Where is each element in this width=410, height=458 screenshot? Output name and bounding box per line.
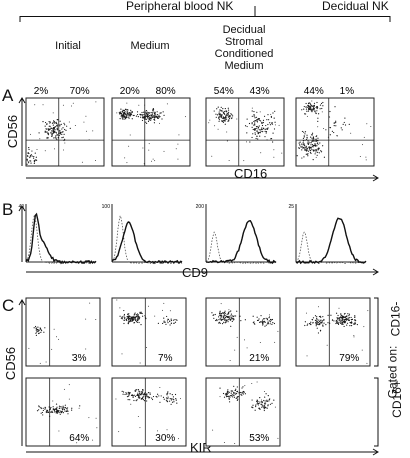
col-header-medium: Medium: [130, 40, 170, 52]
panel-c-row2-plot-0: [25, 377, 101, 447]
panel-a-dots-3: [296, 100, 372, 161]
panel-c-row2-pct-2: 53%: [249, 433, 269, 444]
panel-b-control-curve-1: [111, 214, 183, 265]
panel-b-control-curve-2: [205, 231, 277, 264]
panel-label-a: A: [2, 86, 14, 105]
group-label-peripheral: Peripheral blood NK: [126, 0, 234, 13]
panel-c-row2-pct-1: 30%: [155, 433, 175, 444]
panel-label-c: C: [2, 296, 15, 315]
panel-a-dots-1: [116, 102, 186, 165]
panel-c-row2-plot-1: [111, 377, 187, 447]
panel-b-sample-curve-1: [111, 221, 183, 265]
panel-c-row1-pct-0: 3%: [72, 353, 87, 364]
panel-c-row1-pct-3: 79%: [339, 353, 359, 364]
panel-a-dots-2: [208, 106, 283, 162]
panel-a-plot-1: [111, 97, 191, 167]
panel-label-b: B: [2, 200, 14, 219]
panel-b-sample-curve-3: [295, 217, 367, 265]
panel-a-pct-right-3: 1%: [340, 86, 355, 97]
panel-a-pct-left-0: 2%: [34, 86, 49, 97]
panel-c-row1-dots-0: [28, 302, 97, 364]
panel-c-row1-plot-0: [25, 297, 101, 367]
panel-c-row2-pct-0: 64%: [69, 433, 89, 444]
panel-c-row1-plot-3: [295, 297, 371, 367]
panel-a-pct-right-2: 43%: [250, 86, 270, 97]
panel-b-ytick-3: 25: [288, 204, 294, 210]
panel-c-row1-dots-3: [304, 306, 369, 364]
panel-b-ytick-2: 200: [196, 204, 205, 210]
panel-a-dots-0: [26, 101, 97, 165]
panel-c-row2-plot-2: [205, 377, 281, 447]
panel-c-row2-dots-1: [115, 387, 181, 440]
panel-b-sample-curve-2: [205, 220, 277, 265]
panel-a-pct-left-2: 54%: [214, 86, 234, 97]
panel-c-row1-pct-1: 7%: [158, 353, 173, 364]
col-header-dscm: Decidual Stromal Conditioned Medium: [214, 24, 274, 72]
panel-c-row1-plot-2: [205, 297, 281, 367]
panel-a-pct-left-3: 44%: [304, 86, 324, 97]
panel-c-row1-pct-2: 21%: [249, 353, 269, 364]
panel-a-pct-left-1: 20%: [120, 86, 140, 97]
panel-c-row1-dots-2: [211, 303, 279, 362]
panel-b-ytick-1: 100: [102, 204, 111, 210]
panel-a-plot-2: [205, 97, 285, 167]
group-label-decidual: Decidual NK: [322, 0, 389, 13]
panel-c-row2-dots-2: [212, 381, 279, 444]
group-bracket-line: [20, 16, 390, 17]
panel-a-plot-0: [25, 97, 105, 167]
panel-b-control-curve-0: [25, 214, 97, 264]
panel-a-pct-right-1: 80%: [156, 86, 176, 97]
panel-a-pct-right-0: 70%: [70, 86, 90, 97]
panel-b-sample-curve-0: [25, 212, 97, 265]
col-header-initial: Initial: [55, 40, 81, 52]
panel-c-row2-dots-0: [36, 384, 98, 444]
panel-c-row1-dots-1: [116, 299, 178, 364]
panel-a-xlabel: CD16: [234, 166, 268, 181]
panel-b-control-curve-3: [295, 231, 367, 264]
panel-c-row1-plot-1: [111, 297, 187, 367]
